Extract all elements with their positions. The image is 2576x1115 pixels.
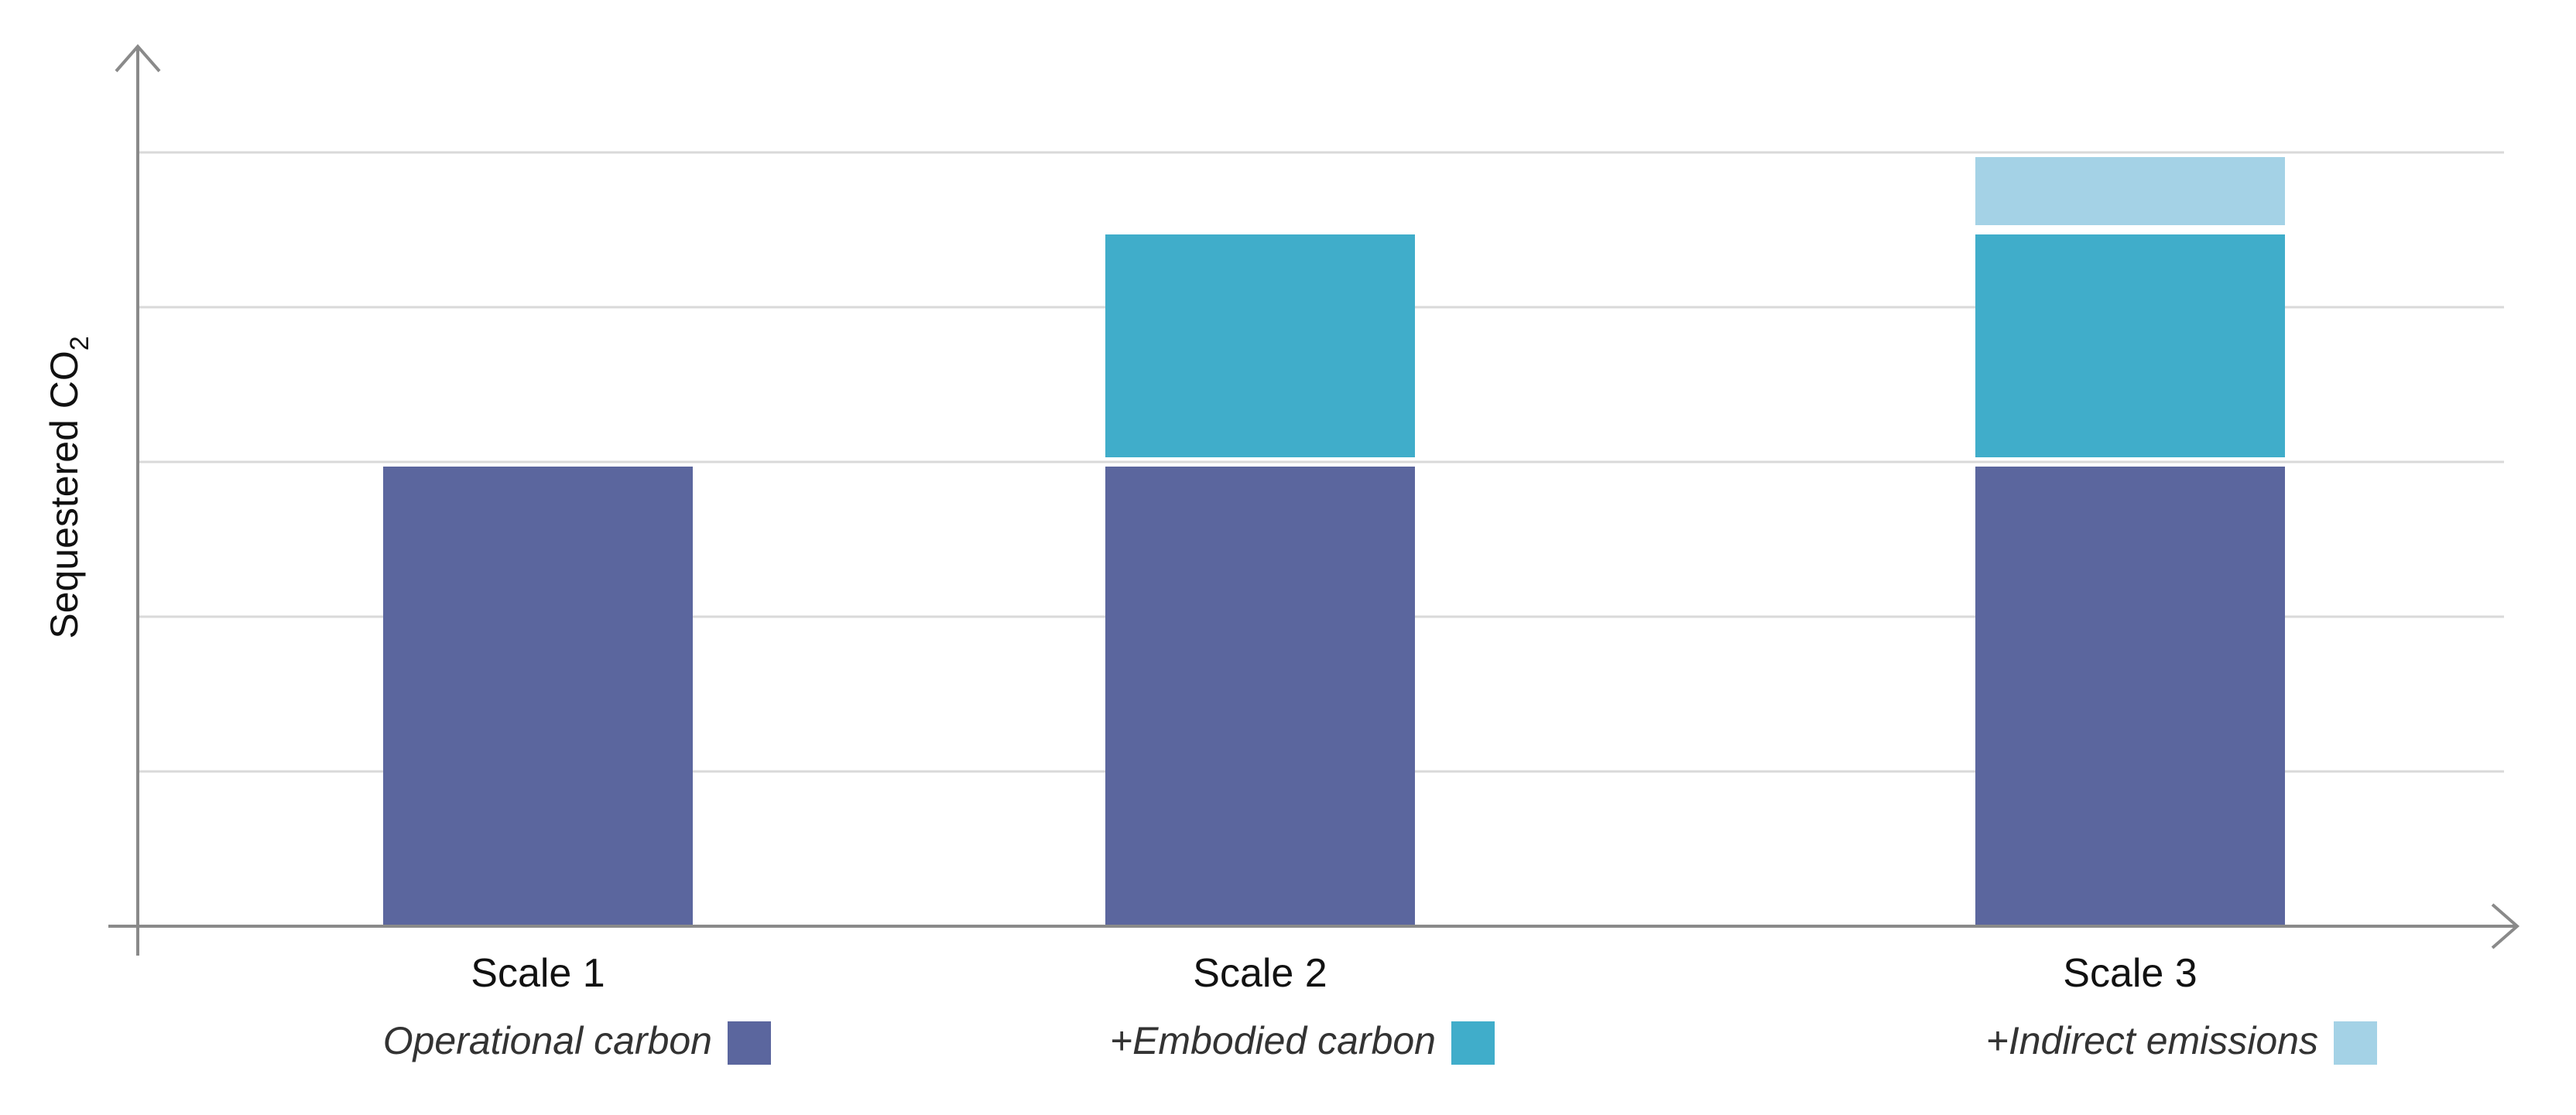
- bars: [383, 157, 2285, 926]
- axes: [108, 43, 2520, 956]
- bar-segment-operational-carbon: [1105, 467, 1415, 926]
- y-axis-arrow-icon: [115, 43, 161, 73]
- y-axis-label: Sequestered CO2: [43, 336, 94, 638]
- category-label: Scale 1: [471, 951, 605, 996]
- legend-swatch: [2334, 1021, 2377, 1065]
- legend: Operational carbon +Embodied carbon +Indir…: [383, 1019, 2377, 1065]
- x-axis-arrow-icon: [2491, 903, 2520, 949]
- legend-entry: Operational carbon: [383, 1019, 771, 1065]
- category-labels: Scale 1 Scale 2 Scale 3: [471, 951, 2197, 996]
- legend-entry: +Indirect emissions: [1986, 1019, 2377, 1065]
- y-axis-label-text: Sequestered CO2: [43, 336, 94, 638]
- bar-segment-indirect-emissions: [1975, 157, 2285, 225]
- bar-segment-embodied-carbon: [1975, 234, 2285, 457]
- bar-segment-operational-carbon: [383, 467, 693, 926]
- category-label: Scale 2: [1193, 951, 1327, 996]
- bar-segment-operational-carbon: [1975, 467, 2285, 926]
- legend-label: +Indirect emissions: [1986, 1019, 2318, 1062]
- bar-segment-embodied-carbon: [1105, 234, 1415, 457]
- category-label: Scale 3: [2063, 951, 2197, 996]
- legend-label: +Embodied carbon: [1110, 1019, 1436, 1062]
- legend-label: Operational carbon: [383, 1019, 712, 1062]
- legend-entry: +Embodied carbon: [1110, 1019, 1495, 1065]
- legend-swatch: [728, 1021, 771, 1065]
- legend-swatch: [1451, 1021, 1495, 1065]
